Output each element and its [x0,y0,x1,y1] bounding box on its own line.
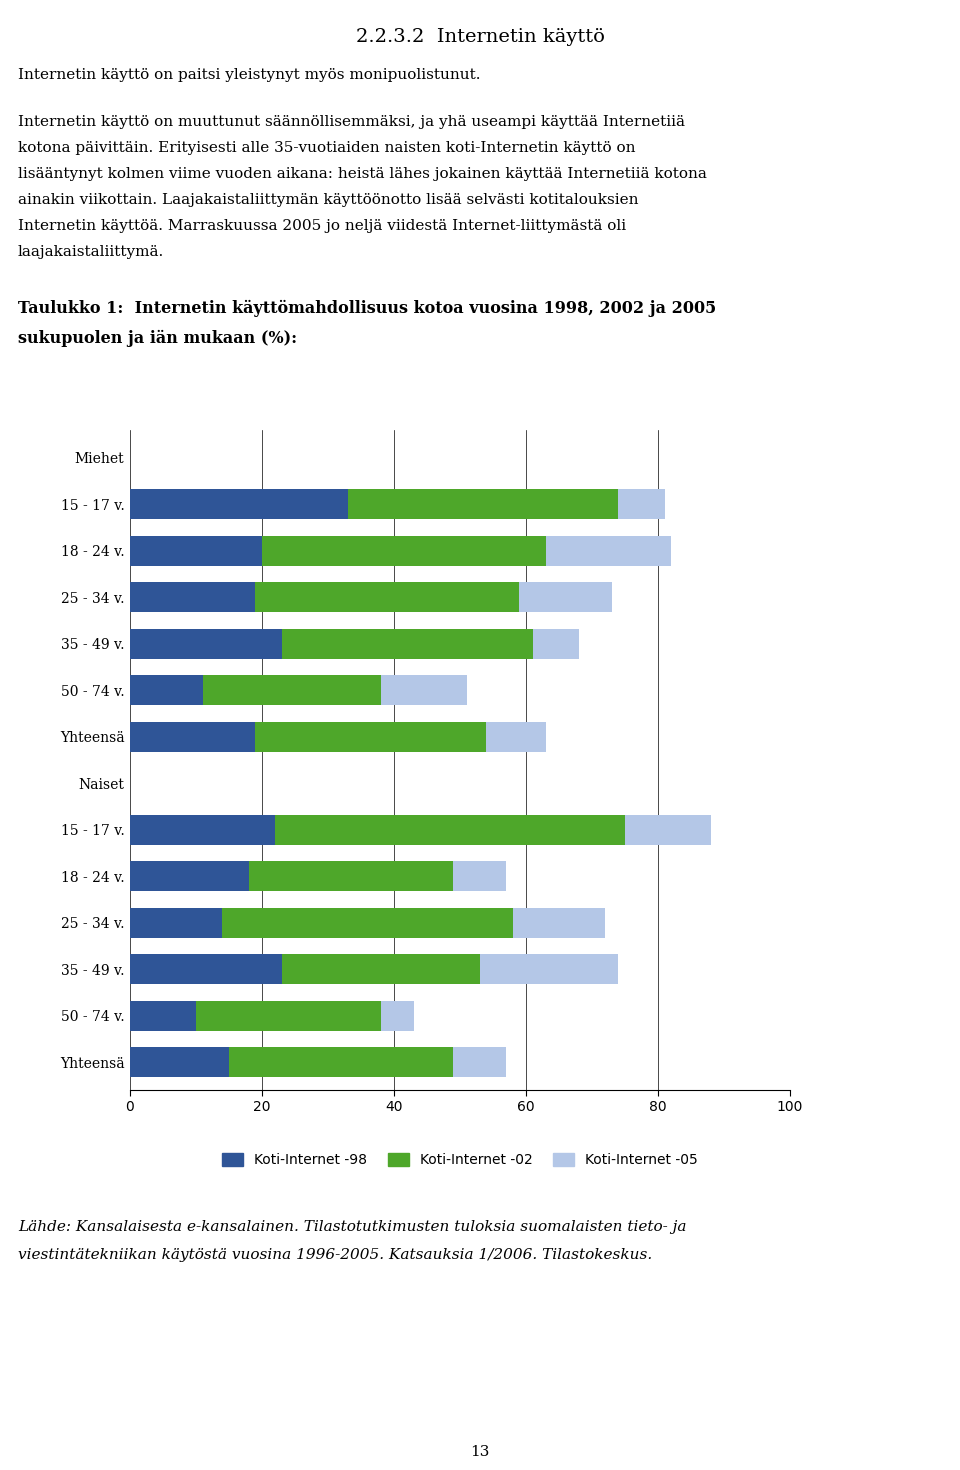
Text: lisääntynyt kolmen viime vuoden aikana: heistä lähes jokainen käyttää Internetii: lisääntynyt kolmen viime vuoden aikana: … [18,168,707,181]
Bar [130,582,255,613]
Text: ainakin viikottain. Laajakaistaliittymän käyttöönotto lisää selvästi kotitalouks: ainakin viikottain. Laajakaistaliittymän… [18,193,638,207]
Text: Internetin käyttö on muuttunut säännöllisemmäksi, ja yhä useampi käyttää Interne: Internetin käyttö on muuttunut säännölli… [18,115,685,129]
Bar [249,861,453,891]
Bar [453,1047,506,1078]
Bar [519,582,612,613]
Bar [130,490,348,519]
Bar [276,814,625,845]
Bar [130,675,203,706]
Legend: Koti-Internet -98, Koti-Internet -02, Koti-Internet -05: Koti-Internet -98, Koti-Internet -02, Ko… [222,1152,698,1167]
Text: Lähde: Kansalaisesta e-kansalainen. Tilastotutkimusten tuloksia suomalaisten tie: Lähde: Kansalaisesta e-kansalainen. Tila… [18,1220,686,1233]
Bar [348,490,618,519]
Bar [453,861,506,891]
Text: viestintätekniikan käytöstä vuosina 1996-2005. Katsauksia 1/2006. Tilastokeskus.: viestintätekniikan käytöstä vuosina 1996… [18,1248,652,1263]
Bar [487,722,546,751]
Bar [196,1001,381,1030]
Bar [282,629,533,659]
Bar [203,675,381,706]
Bar [130,722,255,751]
Bar [618,490,664,519]
Bar [513,907,605,938]
Text: laajakaistaliittymä.: laajakaistaliittymä. [18,245,164,259]
Bar [255,722,487,751]
Text: 2.2.3.2  Internetin käyttö: 2.2.3.2 Internetin käyttö [355,28,605,46]
Bar [130,535,262,566]
Bar [229,1047,453,1078]
Bar [480,954,618,985]
Bar [130,814,276,845]
Text: Internetin käyttöä. Marraskuussa 2005 jo neljä viidestä Internet-liittymästä oli: Internetin käyttöä. Marraskuussa 2005 jo… [18,219,626,234]
Bar [282,954,480,985]
Bar [625,814,710,845]
Bar [223,907,513,938]
Text: kotona päivittäin. Erityisesti alle 35-vuotiaiden naisten koti-Internetin käyttö: kotona päivittäin. Erityisesti alle 35-v… [18,141,636,154]
Bar [262,535,546,566]
Text: 13: 13 [470,1445,490,1460]
Bar [546,535,671,566]
Bar [130,907,223,938]
Bar [533,629,579,659]
Bar [130,1001,196,1030]
Bar [130,629,282,659]
Text: Internetin käyttö on paitsi yleistynyt myös monipuolistunut.: Internetin käyttö on paitsi yleistynyt m… [18,68,481,82]
Text: sukupuolen ja iän mukaan (%):: sukupuolen ja iän mukaan (%): [18,329,298,347]
Bar [130,861,249,891]
Bar [130,954,282,985]
Text: Taulukko 1:  Internetin käyttömahdollisuus kotoa vuosina 1998, 2002 ja 2005: Taulukko 1: Internetin käyttömahdollisuu… [18,300,716,318]
Bar [255,582,519,613]
Bar [381,675,467,706]
Bar [130,1047,229,1078]
Bar [381,1001,414,1030]
